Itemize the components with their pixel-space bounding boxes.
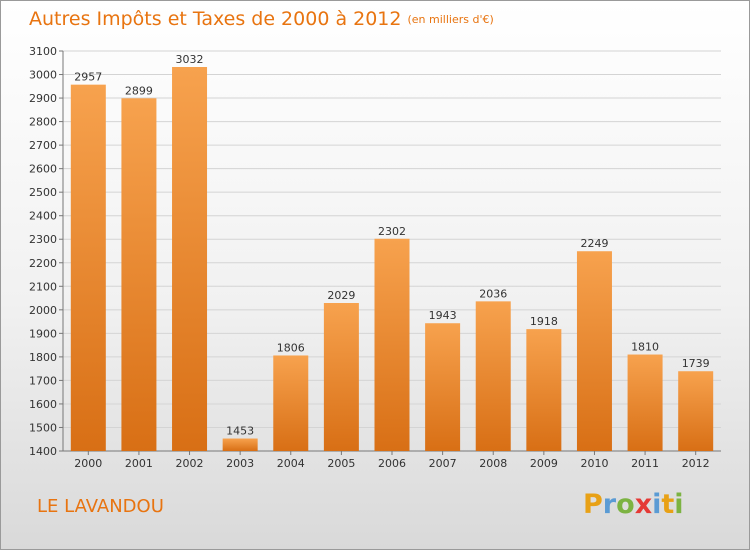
y-tick-label: 1700 — [29, 374, 57, 387]
bar-value-label: 2029 — [327, 289, 355, 302]
bar — [273, 355, 309, 451]
bar-value-label: 1943 — [429, 309, 457, 322]
y-tick-label: 3100 — [29, 45, 57, 58]
bar — [526, 329, 562, 451]
bar — [70, 84, 106, 451]
bar — [121, 98, 157, 451]
logo-letter: x — [634, 489, 653, 520]
logo-letter: t — [661, 489, 675, 520]
y-tick-label: 1600 — [29, 398, 57, 411]
x-tick-label: 2007 — [429, 457, 457, 470]
x-tick-label: 2012 — [682, 457, 710, 470]
x-tick-label: 2005 — [327, 457, 355, 470]
y-tick-label: 2400 — [29, 210, 57, 223]
bar-value-label: 3032 — [176, 53, 204, 66]
x-tick-label: 2002 — [176, 457, 204, 470]
bar-value-label: 2249 — [580, 237, 608, 250]
y-tick-label: 2300 — [29, 233, 57, 246]
y-tick-label: 2000 — [29, 304, 57, 317]
bar-value-label: 1806 — [277, 341, 305, 354]
bar — [475, 301, 511, 451]
y-tick-label: 2500 — [29, 186, 57, 199]
y-tick-label: 2700 — [29, 139, 57, 152]
y-tick-label: 2600 — [29, 163, 57, 176]
x-tick-label: 2000 — [74, 457, 102, 470]
y-tick-label: 1900 — [29, 327, 57, 340]
x-tick-label: 2011 — [631, 457, 659, 470]
proxiti-logo: Proxiti — [583, 489, 684, 520]
y-tick-label: 1800 — [29, 351, 57, 364]
commune-name: LE LAVANDOU — [37, 496, 164, 517]
chart-title: Autres Impôts et Taxes de 2000 à 2012 (en… — [29, 8, 494, 30]
y-tick-label: 2200 — [29, 257, 57, 270]
x-tick-label: 2006 — [378, 457, 406, 470]
logo-letter: i — [674, 489, 684, 520]
x-tick-label: 2001 — [125, 457, 153, 470]
y-tick-label: 1400 — [29, 445, 57, 458]
bar-value-label: 2899 — [125, 84, 153, 97]
x-tick-label: 2010 — [580, 457, 608, 470]
bar-value-label: 1453 — [226, 425, 254, 438]
bar-value-label: 1810 — [631, 341, 659, 354]
bar-value-label: 2036 — [479, 287, 507, 300]
x-tick-label: 2009 — [530, 457, 558, 470]
logo-letter: i — [652, 489, 662, 520]
bar — [172, 67, 208, 451]
x-tick-label: 2003 — [226, 457, 254, 470]
chart-title-text: Autres Impôts et Taxes de 2000 à 2012 — [29, 8, 402, 30]
x-tick-label: 2004 — [277, 457, 305, 470]
y-tick-label: 2100 — [29, 280, 57, 293]
bar-value-label: 2302 — [378, 225, 406, 238]
bar — [222, 438, 258, 451]
logo-letter: o — [616, 489, 635, 520]
y-tick-label: 1500 — [29, 421, 57, 434]
bar-value-label: 1918 — [530, 315, 558, 328]
bar-value-label: 1739 — [682, 357, 710, 370]
y-tick-label: 2800 — [29, 116, 57, 129]
bar — [627, 354, 663, 451]
bar — [374, 238, 410, 451]
y-tick-label: 2900 — [29, 92, 57, 105]
bar — [678, 371, 714, 451]
bar — [425, 323, 461, 451]
bar-value-label: 2957 — [74, 71, 102, 84]
bar — [323, 303, 359, 451]
x-tick-label: 2008 — [479, 457, 507, 470]
y-tick-label: 3000 — [29, 69, 57, 82]
logo-letter: r — [602, 489, 617, 520]
logo-letter: P — [583, 489, 603, 520]
bar — [576, 251, 612, 451]
chart-unit-subtitle: (en milliers d'€) — [407, 13, 494, 26]
